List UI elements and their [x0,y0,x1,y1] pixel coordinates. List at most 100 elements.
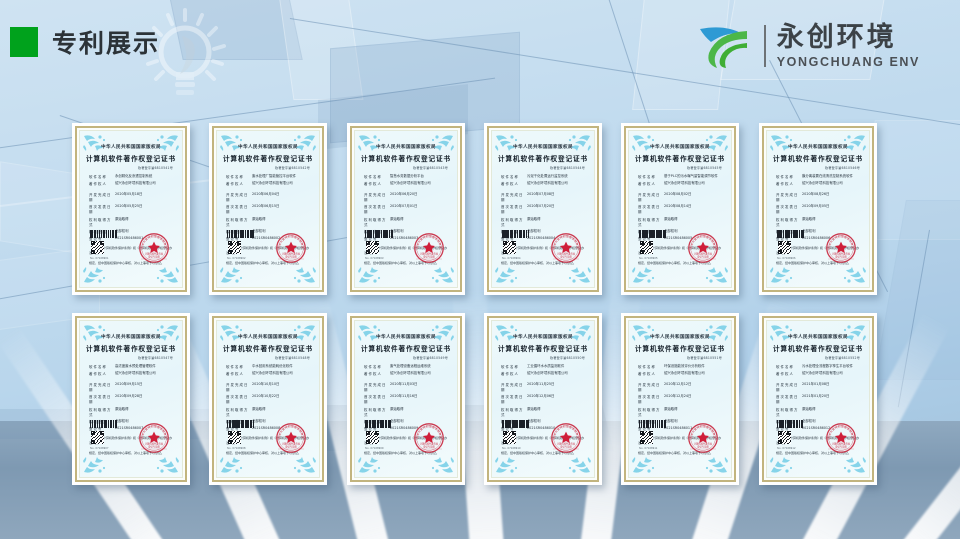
certificate-footer: No. 07168910 中华人民共和国国家版权局 计算机软件著作权 登记专用章 [492,420,594,464]
certificate-card-8[interactable]: 中华人民共和国国家版权局 计算机软件著作权登记证书 软著登字第6810548号 … [209,313,327,485]
certificate-field-label: 开发完成日期 [501,383,524,393]
certificate-issuer: 中华人民共和国国家版权局 [513,145,573,150]
certificate-field-value: 全部权利 [252,228,266,233]
certificate-fields-primary: 软件名称 高浓度废水预处理管理软件 著作权人 绍兴永创环境科技有限公司 [89,364,174,376]
corner-ornament-icon [358,457,381,473]
certificate-field-row: 软件名称 工业循环水水质监测软件 [501,364,586,369]
certificate-field-row: 首次发表日期 2020年09月28日 [89,394,174,404]
qr-code-icon [91,241,104,254]
corner-ornament-icon [632,267,655,283]
certificate-field-label: 软件名称 [501,175,519,179]
official-red-seal-icon: 中华人民共和国国家版权局 计算机软件著作权 登记专用章 [688,423,718,453]
certificate-field-row: 软件名称 永创精化反渗透控制系统 [89,174,174,179]
certificate-reg-no: 软著登字第6810543号 [413,166,448,170]
certificate-field-value: 2020年08月14日 [664,204,692,209]
certificate-field-label: 权利取得方式 [89,407,112,417]
certificate-card-5[interactable]: 中华人民共和国国家版权局 计算机软件著作权登记证书 软著登字第6810545号 … [621,123,739,295]
certificate-field-label: 登记号 [364,426,378,431]
certificate-field-value: 2021SR0486012 [802,425,831,430]
certificate-field-row: 开发完成日期 2020年07月08日 [501,192,586,202]
certificate-field-value: 2020年11月16日 [390,394,418,399]
svg-text:登记专用章: 登记专用章 [835,254,847,258]
certificate-card-1[interactable]: 中华人民共和国国家版权局 计算机软件著作权登记证书 软著登字第6810541号 … [72,123,190,295]
barcode-icon [777,230,804,238]
certificate-field-row: 开发完成日期 2020年08月02日 [638,192,723,202]
certificate-note-line-2: 规定，经中国版权保护中心审核，对以上事项予以登记。 [501,450,577,455]
certificate-card-4[interactable]: 中华人民共和国国家版权局 计算机软件著作权登记证书 软著登字第6810544号 … [484,123,602,295]
certificate-fields-secondary: 开发完成日期 2020年07月08日 首次发表日期 2020年07月20日 权利取得方式… [501,192,586,241]
certificate-note-line-2: 规定，经中国版权保护中心审核，对以上事项予以登记。 [776,260,852,265]
certificate-field-value: 废气处理设备远程运维系统 [390,364,431,368]
certificate-card-7[interactable]: 中华人民共和国国家版权局 计算机软件著作权登记证书 软著登字第6810547号 … [72,313,190,485]
certificate-field-label: 著作权人 [364,372,382,377]
certificate-card-12[interactable]: 中华人民共和国国家版权局 计算机软件著作权登记证书 软著登字第6810552号 … [759,313,877,485]
certificate-field-label: 软件名称 [638,365,656,369]
certificate-field-label: 软件名称 [776,365,794,369]
certificate-note-line-2: 规定，经中国版权保护中心审核，对以上事项予以登记。 [226,450,302,455]
certificate-issuer: 中华人民共和国国家版权局 [513,335,573,340]
certificate-field-value: 2020年09月05日 [802,204,830,209]
certificate-title: 计算机软件著作权登记证书 [86,155,176,163]
corner-ornament-icon [843,457,866,473]
certificate-field-row: 软件名称 中水回用系统能耗优化软件 [226,364,311,369]
certificate-field-row: 权利取得方式 原始取得 [226,407,311,417]
certificate-title: 计算机软件著作权登记证书 [361,345,451,353]
certificate-frame: 中华人民共和国国家版权局 计算机软件著作权登记证书 软著登字第6810550号 … [487,316,599,482]
company-logo[interactable]: 永创环境 YONGCHUANG ENV [697,22,920,70]
certificate-field-row: 著作权人 绍兴永创环境科技有限公司 [776,371,861,376]
certificate-field-value: 全部权利 [252,418,266,423]
certificate-reg-no: 软著登字第6810550号 [550,356,585,360]
certificate-field-value: 原始取得 [802,406,816,411]
certificate-frame: 中华人民共和国国家版权局 计算机软件著作权登记证书 软著登字第6810543号 … [350,126,462,292]
certificate-field-row: 著作权人 绍兴永创环境科技有限公司 [89,371,174,376]
corner-ornament-icon [770,135,793,151]
corner-ornament-icon [568,457,591,473]
certificate-field-value: 中水回用系统能耗优化软件 [252,364,293,368]
certificate-issuer: 中华人民共和国国家版权局 [376,145,436,150]
certificate-card-10[interactable]: 中华人民共和国国家版权局 计算机软件著作权登记证书 软著登字第6810550号 … [484,313,602,485]
certificate-field-value: 2020年06月04日 [252,192,280,197]
certificate-footer: No. 07168902 中华人民共和国国家版权局 计算机软件著作权 登记专用章 [217,230,319,274]
certificate-serial: No. 07168903 [365,257,384,260]
svg-text:登记专用章: 登记专用章 [148,444,160,448]
certificate-field-label: 登记号 [89,426,103,431]
qr-code-icon [503,431,516,444]
svg-text:登记专用章: 登记专用章 [148,254,160,258]
certificate-card-3[interactable]: 中华人民共和国国家版权局 计算机软件著作权登记证书 软著登字第6810543号 … [347,123,465,295]
certificate-field-row: 开发完成日期 2020年11月03日 [364,382,449,392]
certificate-field-row: 首次发表日期 2020年11月16日 [364,394,449,404]
certificate-field-label: 开发完成日期 [89,383,112,393]
barcode-icon [777,420,804,428]
certificate-field-value: 永创精化反渗透控制系统 [115,174,153,178]
corner-ornament-icon [705,325,728,341]
certificate-body: 中华人民共和国国家版权局 计算机软件著作权登记证书 软著登字第6810548号 … [216,320,320,478]
certificate-fields-secondary: 开发完成日期 2020年12月12日 首次发表日期 2020年12月24日 权利取得方式… [638,382,723,431]
certificate-fields-primary: 软件名称 环保设施能效评价分析软件 著作权人 绍兴永创环境科技有限公司 [638,364,723,376]
certificate-card-11[interactable]: 中华人民共和国国家版权局 计算机软件著作权登记证书 软著登字第6810551号 … [621,313,739,485]
certificate-field-value: 2021年01月20日 [802,394,830,399]
certificate-field-row: 首次发表日期 2020年12月06日 [501,394,586,404]
certificate-title: 计算机软件著作权登记证书 [773,155,863,163]
certificate-note-line-2: 规定，经中国版权保护中心审核，对以上事项予以登记。 [226,260,302,265]
certificate-field-label: 开发完成日期 [89,193,112,203]
svg-text:登记专用章: 登记专用章 [423,254,435,258]
certificate-fields-primary: 软件名称 废气处理设备远程运维系统 著作权人 绍兴永创环境科技有限公司 [364,364,449,376]
certificate-field-value: 绍兴永创环境科技有限公司 [115,181,156,186]
certificate-card-9[interactable]: 中华人民共和国国家版权局 计算机软件著作权登记证书 软著登字第6810549号 … [347,313,465,485]
certificate-field-label: 软件名称 [776,175,794,179]
svg-text:登记专用章: 登记专用章 [697,254,709,258]
corner-ornament-icon [293,267,316,283]
certificate-reg-no: 软著登字第6810544号 [550,166,585,170]
corner-ornament-icon [431,457,454,473]
barcode-icon [227,230,254,238]
certificate-card-2[interactable]: 中华人民共和国国家版权局 计算机软件著作权登记证书 软著登字第6810542号 … [209,123,327,295]
certificate-fields-secondary: 开发完成日期 2020年10月10日 首次发表日期 2020年10月22日 权利取得方式… [226,382,311,431]
barcode-icon [365,420,391,428]
certificate-frame: 中华人民共和国国家版权局 计算机软件著作权登记证书 软著登字第6810544号 … [487,126,599,292]
certificate-field-value: 原始取得 [664,406,678,411]
svg-text:计算机软件著作权: 计算机软件著作权 [557,442,576,446]
certificate-card-6[interactable]: 中华人民共和国国家版权局 计算机软件著作权登记证书 软著登字第6810546号 … [759,123,877,295]
certificate-field-row: 开发完成日期 2020年09月15日 [89,382,174,392]
official-red-seal-icon: 中华人民共和国国家版权局 计算机软件著作权 登记专用章 [414,423,444,453]
certificate-field-value: 2021SR0486007 [115,425,144,430]
